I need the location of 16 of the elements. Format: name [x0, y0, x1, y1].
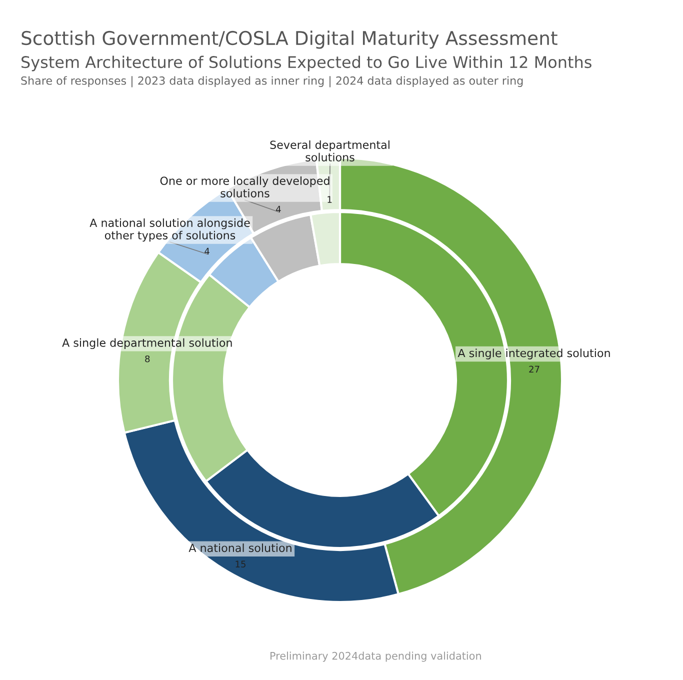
data-label: 15 — [236, 560, 246, 568]
text: Share of responses | 2023 data displayed as inner ring | 2024 data displayed as outer ring — [21, 76, 523, 88]
data-label: 1 — [328, 196, 332, 203]
data-label: 8 — [145, 355, 150, 362]
slice-label: One or more locally developed solutions — [160, 176, 330, 198]
slice-label: A national solution alongside other types of solutions — [90, 218, 250, 242]
data-label: 27 — [529, 366, 540, 372]
slice-label: Several departmental solutions — [270, 140, 390, 162]
slice-label: A single departmental solution — [62, 338, 232, 350]
slice-label: A single integrated solution — [458, 348, 610, 360]
data-label: 4 — [204, 248, 210, 254]
chart-subtitle: System Architecture of Solutions Expected to Go Live Within 12 Months — [22, 56, 592, 72]
text: Preliminary 2024data pending validation — [270, 652, 481, 662]
data-label: 4 — [276, 206, 281, 212]
slice-label: A national solution — [188, 543, 292, 552]
chart-title: Scottish Government/COSLA Digital Maturity Assessment — [22, 30, 558, 49]
